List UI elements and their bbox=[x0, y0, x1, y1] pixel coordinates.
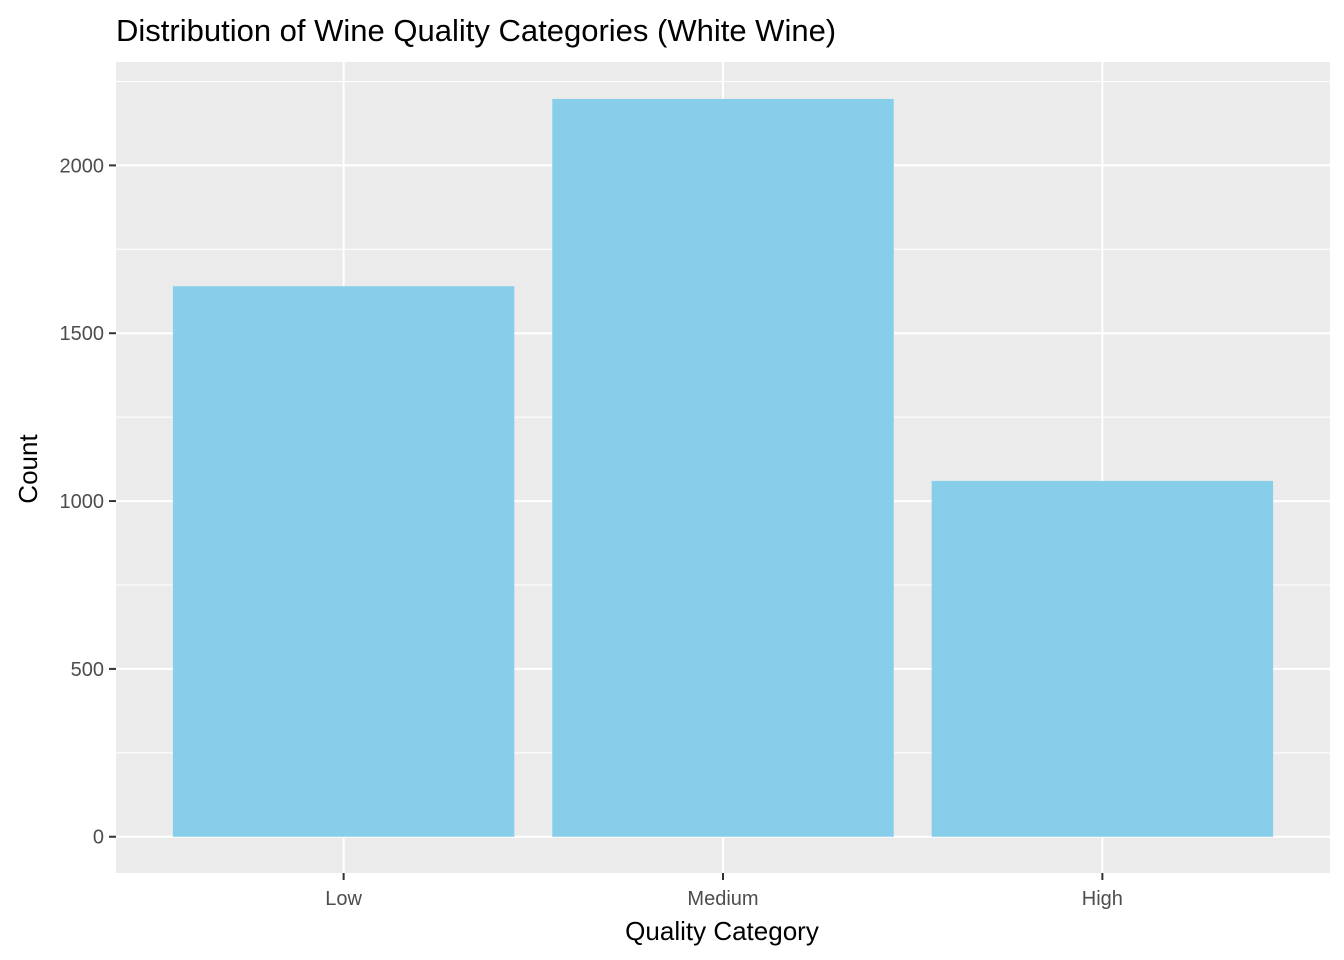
chart-title: Distribution of Wine Quality Categories … bbox=[116, 13, 836, 48]
y-axis: 0 500 1000 1500 2000 bbox=[60, 155, 116, 849]
x-axis-title: Quality Category bbox=[625, 916, 819, 946]
bar-low bbox=[172, 286, 515, 837]
y-tick-label: 1500 bbox=[60, 323, 105, 345]
bar-medium bbox=[552, 98, 894, 837]
y-tick-label: 500 bbox=[71, 659, 104, 681]
x-tick-label: High bbox=[1082, 888, 1123, 910]
y-tick-label: 1000 bbox=[60, 491, 105, 513]
x-tick-label: Medium bbox=[687, 888, 758, 910]
bar-high bbox=[931, 480, 1274, 837]
y-tick-label: 2000 bbox=[60, 155, 105, 177]
y-axis-title: Count bbox=[13, 434, 43, 504]
y-tick-label: 0 bbox=[93, 827, 104, 849]
bars bbox=[172, 98, 1274, 837]
x-axis: Low Medium High bbox=[325, 873, 1123, 910]
x-tick-label: Low bbox=[325, 888, 362, 910]
